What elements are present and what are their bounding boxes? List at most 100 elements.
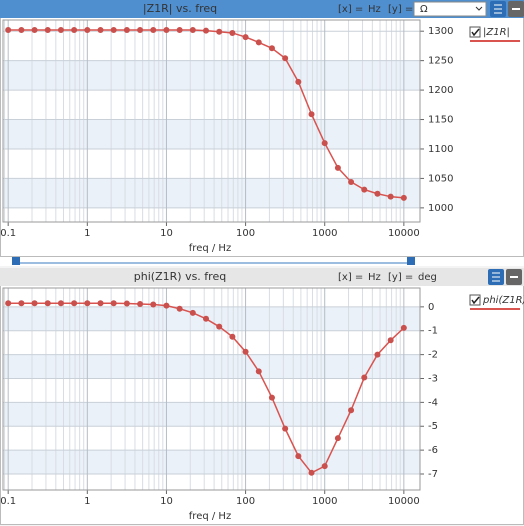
grid-band	[3, 354, 420, 379]
y-tick-label: 1050	[428, 173, 453, 184]
data-point	[387, 337, 394, 344]
y-tick-label: 1300	[428, 26, 453, 37]
x-tick-label: 0.1	[0, 228, 16, 239]
data-point	[97, 27, 104, 34]
data-point	[295, 78, 302, 85]
x-tick-label: 10000	[388, 496, 420, 507]
slider-track	[15, 255, 413, 264]
data-point	[229, 333, 236, 340]
data-point	[308, 469, 315, 476]
data-point	[137, 300, 144, 307]
legend-label: phi(Z1R)	[482, 295, 524, 306]
x-tick-label: 0.1	[0, 496, 16, 507]
y-unit: deg	[418, 272, 437, 283]
plot-frame	[2, 287, 421, 491]
panel-header	[0, 0, 524, 18]
x-tick-label: 10	[160, 496, 173, 507]
data-point	[71, 300, 78, 307]
y-tick-label: 1000	[428, 203, 453, 214]
data-point	[110, 300, 117, 307]
data-point	[150, 301, 157, 308]
data-point	[268, 45, 275, 52]
data-point	[348, 178, 355, 185]
data-point	[5, 300, 12, 307]
data-point	[374, 190, 381, 197]
y-tick-label: 1200	[428, 85, 453, 96]
data-point	[5, 27, 12, 34]
data-point	[123, 27, 130, 34]
data-point	[361, 374, 368, 381]
data-point	[374, 351, 381, 358]
data-point	[189, 309, 196, 316]
x-tick-label: 1	[84, 496, 90, 507]
y-tick-label: -5	[428, 421, 438, 432]
x-tick-label: 1	[84, 228, 90, 239]
panel-title: |Z1R| vs. freq	[143, 2, 217, 15]
y-tick-label: 1100	[428, 144, 453, 155]
x-tick-label: 100	[236, 496, 255, 507]
unit-dropdown[interactable]	[413, 1, 487, 17]
data-point	[334, 164, 341, 171]
data-point	[123, 300, 130, 307]
data-point	[255, 39, 262, 46]
y-tick-label: -3	[428, 373, 438, 384]
data-point	[255, 368, 262, 375]
x-tick-label: 10000	[388, 228, 420, 239]
data-point	[308, 111, 315, 118]
data-point	[44, 27, 51, 34]
y-tick-label: -6	[428, 445, 438, 456]
y-unit-label: [y] =	[388, 4, 413, 15]
data-point	[150, 27, 157, 34]
dropdown-arrow	[475, 6, 483, 11]
data-point	[18, 300, 25, 307]
data-point	[229, 29, 236, 36]
panel-header	[0, 268, 524, 286]
data-point	[282, 55, 289, 62]
checkmark	[471, 28, 480, 37]
grid-band	[3, 450, 420, 475]
legend-checkbox[interactable]	[469, 294, 481, 306]
data-point	[18, 27, 25, 34]
data-point	[97, 300, 104, 307]
data-point	[282, 425, 289, 432]
checkmark	[471, 296, 480, 305]
x-unit: Hz	[368, 272, 381, 283]
data-point	[163, 27, 170, 34]
legend-checkbox[interactable]	[469, 26, 481, 38]
y-unit-label: [y] =	[388, 272, 413, 283]
data-point	[321, 463, 328, 470]
x-unit-label: [x] =	[338, 4, 363, 15]
grid-band	[3, 178, 420, 208]
y-tick-label: 1250	[428, 56, 453, 67]
x-tick-label: 1000	[312, 228, 337, 239]
data-point	[203, 27, 210, 34]
data-point	[216, 323, 223, 330]
data-point	[84, 300, 91, 307]
data-point	[242, 34, 249, 41]
data-point	[137, 27, 144, 34]
data-point	[321, 140, 328, 147]
data-point	[57, 27, 64, 34]
x-tick-label: 1000	[312, 496, 337, 507]
data-point	[31, 27, 38, 34]
x-tick-label: 100	[236, 228, 255, 239]
data-point	[110, 27, 117, 34]
data-point	[295, 453, 302, 460]
plot-frame	[2, 19, 421, 223]
y-tick-label: -1	[428, 326, 438, 337]
legend-label: |Z1R|	[483, 27, 510, 38]
data-point	[387, 193, 394, 200]
data-point	[163, 302, 170, 309]
y-tick-label: -2	[428, 350, 438, 361]
data-point	[242, 348, 249, 355]
slider-handle[interactable]	[12, 254, 20, 265]
data-point	[176, 27, 183, 34]
slider-handle[interactable]	[407, 254, 415, 265]
x-unit: Hz	[368, 4, 381, 15]
data-point	[203, 315, 210, 322]
panel-title: phi(Z1R) vs. freq	[134, 270, 226, 283]
data-point	[400, 324, 407, 331]
data-point	[268, 394, 275, 401]
y-tick-label: 0	[428, 302, 434, 313]
